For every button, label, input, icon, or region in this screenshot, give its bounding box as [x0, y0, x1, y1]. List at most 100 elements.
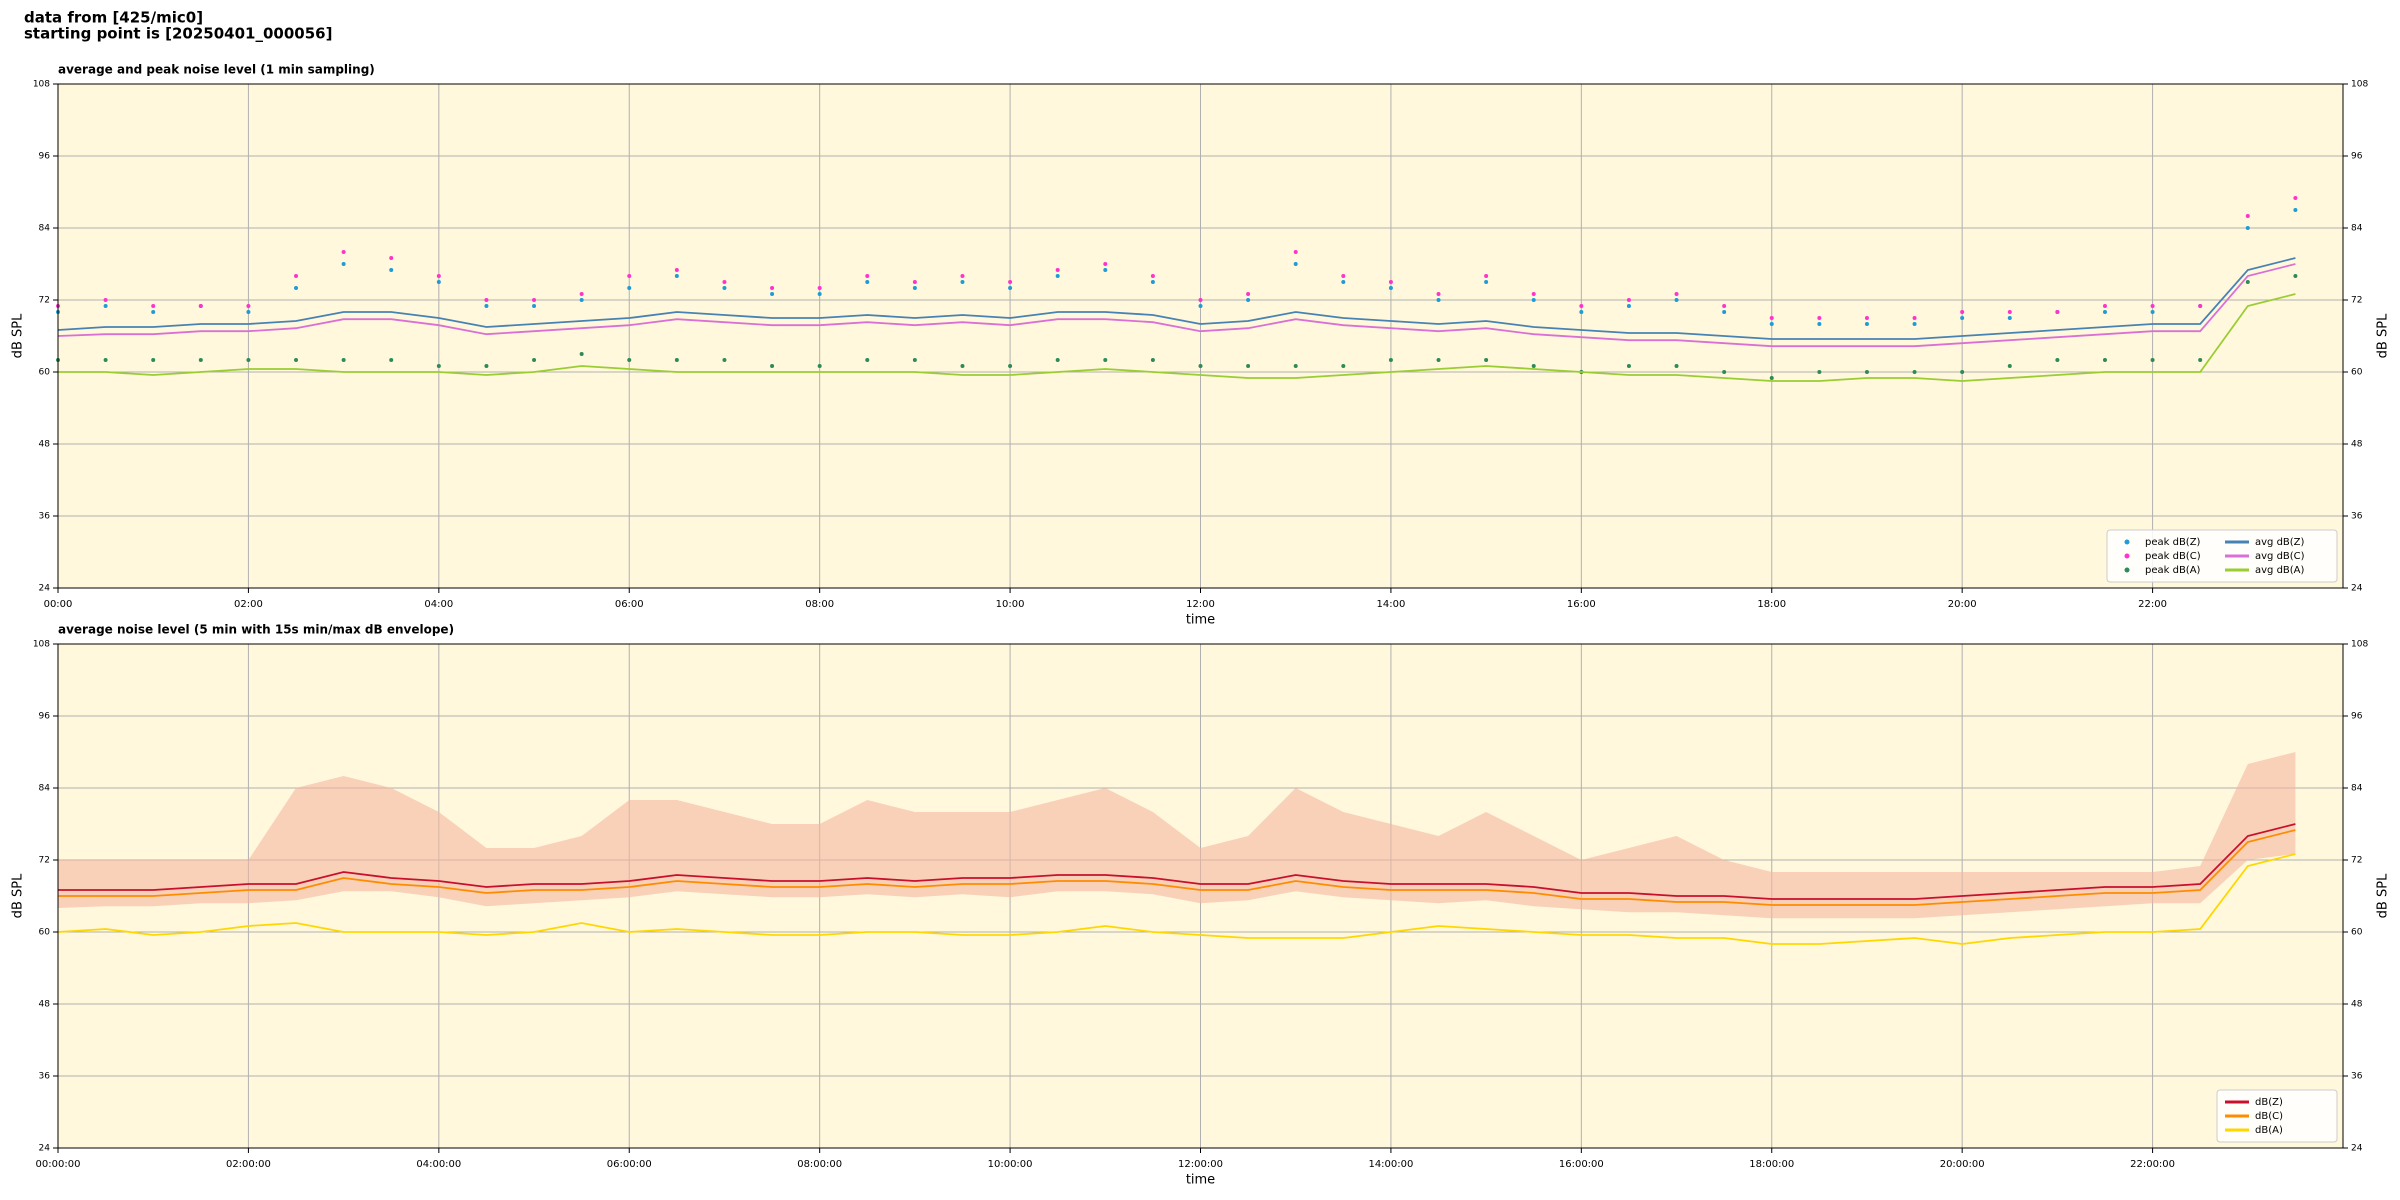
legend-marker — [2124, 539, 2130, 545]
x-tick-label: 10:00:00 — [988, 1159, 1033, 1170]
peak-dot — [817, 364, 822, 368]
peak-dot — [246, 310, 251, 314]
peak-dot — [1150, 274, 1155, 278]
chart-title: average noise level (5 min with 15s min/… — [58, 623, 454, 637]
peak-dot — [1103, 268, 1108, 272]
x-tick-label: 20:00 — [1948, 599, 1977, 610]
y-tick-label: 84 — [39, 224, 51, 234]
legend-label: peak dB(A) — [2145, 565, 2201, 576]
peak-dot — [1817, 316, 1822, 320]
y-tick-label: 36 — [2351, 512, 2363, 522]
plot-frame — [57, 643, 2344, 1149]
peak-dot — [1293, 364, 1298, 368]
peak-dot — [2150, 304, 2155, 308]
y-tick-label: 60 — [39, 928, 51, 938]
peak-dot — [389, 268, 394, 272]
peak-dot — [2055, 358, 2060, 362]
series-line — [57, 263, 2296, 348]
y-tick-label: 48 — [2351, 440, 2363, 450]
peak-dot — [912, 286, 917, 290]
x-tick-label: 04:00 — [424, 599, 453, 610]
x-tick-label: 16:00 — [1567, 599, 1596, 610]
peak-dot — [1579, 304, 1584, 308]
peak-dot — [532, 358, 537, 362]
header-line: data from [425/mic0] — [24, 9, 203, 27]
peak-dot — [151, 304, 156, 308]
peak-dot — [912, 280, 917, 284]
peak-dot — [2293, 208, 2298, 212]
peak-dot — [674, 268, 679, 272]
peak-dot — [2245, 214, 2250, 218]
x-tick-label: 14:00:00 — [1368, 1159, 1413, 1170]
peak-dot — [2198, 358, 2203, 362]
peak-dot — [1008, 286, 1013, 290]
legend-marker — [2124, 567, 2130, 573]
peak-dot — [198, 304, 203, 308]
peak-dot — [151, 358, 156, 362]
peak-dot — [294, 286, 299, 290]
chart-title: average and peak noise level (1 min samp… — [58, 63, 375, 77]
y-tick-label: 60 — [39, 368, 51, 378]
y-axis-label: dB SPL — [2376, 313, 2391, 358]
y-axis-label: dB SPL — [2376, 873, 2391, 918]
peak-dot — [960, 364, 965, 368]
legend-label: dB(A) — [2255, 1125, 2283, 1136]
series-line — [58, 293, 2296, 382]
legend-label: avg dB(A) — [2255, 565, 2305, 576]
peak-dot — [1246, 298, 1251, 302]
peak-dot — [2102, 304, 2107, 308]
peak-dot — [1246, 364, 1251, 368]
y-tick-label: 72 — [2351, 296, 2362, 306]
peak-dot — [294, 274, 299, 278]
peak-dot — [1817, 370, 1822, 374]
peak-dot — [103, 298, 108, 302]
peak-dot — [2102, 310, 2107, 314]
peak-dot — [1864, 370, 1869, 374]
peak-dot — [103, 358, 108, 362]
peak-dot — [1103, 262, 1108, 266]
peak-dot — [2245, 226, 2250, 230]
peak-dot — [1293, 262, 1298, 266]
envelope — [58, 752, 2296, 919]
peak-dot — [1198, 364, 1203, 368]
peak-dot — [1436, 358, 1441, 362]
peak-dot — [627, 286, 632, 290]
x-tick-label: 06:00 — [615, 599, 644, 610]
peak-dot — [1388, 358, 1393, 362]
x-tick-label: 06:00:00 — [607, 1159, 652, 1170]
peak-dot — [246, 358, 251, 362]
peak-dot — [912, 358, 917, 362]
peak-dot — [1055, 268, 1060, 272]
y-tick-label: 96 — [39, 712, 51, 722]
x-tick-label: 18:00:00 — [1749, 1159, 1794, 1170]
legend-label: peak dB(C) — [2145, 551, 2201, 562]
peak-dot — [1246, 292, 1251, 296]
series-line — [57, 257, 2296, 340]
legend-label: peak dB(Z) — [2145, 537, 2201, 548]
peak-dot — [1388, 280, 1393, 284]
peak-dot — [579, 292, 584, 296]
y-tick-label: 36 — [2351, 1072, 2363, 1082]
x-tick-label: 10:00 — [996, 599, 1025, 610]
peak-dot — [2150, 358, 2155, 362]
plot-frame — [57, 83, 2344, 589]
y-axis-label: dB SPL — [11, 313, 26, 358]
y-tick-label: 60 — [2351, 368, 2363, 378]
x-axis-label: time — [1186, 1173, 1215, 1188]
peak-dot — [1008, 280, 1013, 284]
peak-dot — [627, 274, 632, 278]
series-line — [58, 829, 2296, 906]
peak-dot — [341, 262, 346, 266]
peak-dot — [341, 250, 346, 254]
x-tick-label: 00:00:00 — [36, 1159, 81, 1170]
peak-dot — [1817, 322, 1822, 326]
x-tick-label: 12:00 — [1186, 599, 1215, 610]
peak-dot — [1626, 364, 1631, 368]
peak-dot — [1864, 322, 1869, 326]
peak-dot — [1674, 364, 1679, 368]
legend-label: dB(Z) — [2255, 1097, 2283, 1108]
peak-dot — [1864, 316, 1869, 320]
peak-dot — [1674, 292, 1679, 296]
peak-dot — [960, 274, 965, 278]
